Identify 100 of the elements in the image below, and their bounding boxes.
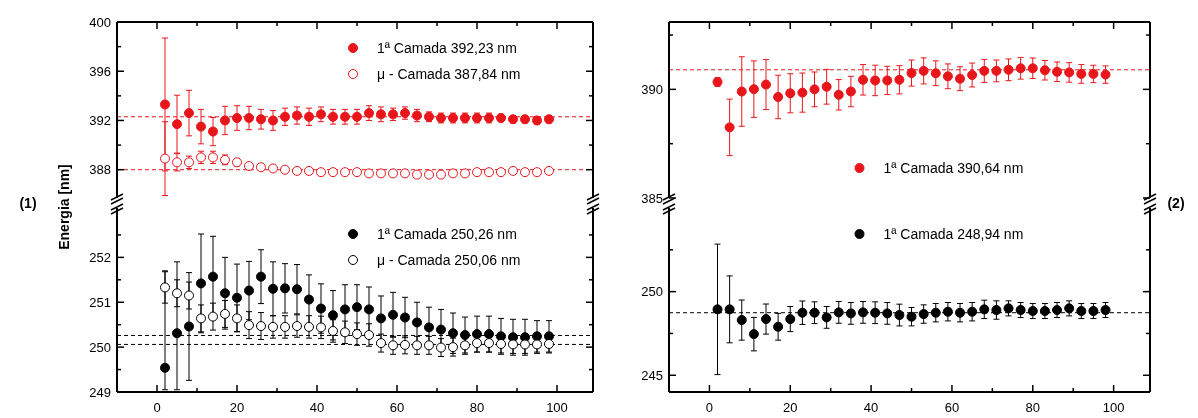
point	[292, 321, 302, 332]
point	[328, 325, 338, 336]
point	[160, 362, 170, 373]
point	[316, 167, 326, 178]
point	[1064, 67, 1075, 78]
point	[496, 167, 506, 178]
point	[400, 168, 410, 179]
point	[208, 311, 218, 322]
point	[858, 307, 869, 318]
point	[870, 75, 881, 86]
x-tick-label: 0	[153, 400, 161, 415]
point	[496, 338, 506, 349]
point	[160, 99, 170, 110]
point	[280, 111, 290, 122]
point	[484, 338, 494, 349]
point	[930, 68, 941, 79]
point	[256, 271, 266, 282]
point	[424, 340, 434, 351]
point	[364, 330, 374, 341]
point	[508, 165, 518, 176]
point	[797, 307, 808, 318]
point	[172, 328, 182, 339]
point	[400, 312, 410, 323]
point	[268, 115, 278, 126]
x-tick-label: 60	[389, 400, 405, 415]
point	[967, 306, 978, 317]
point	[376, 338, 386, 349]
point	[1100, 69, 1111, 80]
y-tick-label: 390	[641, 81, 663, 97]
point	[845, 308, 856, 319]
legend-label: μ - Camada 387,84 nm	[377, 65, 521, 82]
point	[436, 169, 446, 180]
point	[472, 167, 482, 178]
point	[882, 75, 893, 86]
point	[991, 305, 1002, 316]
y-tick-label: 388	[89, 162, 111, 178]
point	[268, 283, 278, 294]
point	[1039, 65, 1050, 76]
point	[724, 122, 735, 133]
y-tick-label: 245	[641, 367, 663, 383]
point	[1088, 68, 1099, 79]
text: (1)	[19, 195, 37, 211]
y-tick-label: 396	[89, 63, 111, 79]
y-tick-label: 252	[89, 249, 111, 265]
y-axis-title: Energia [nm]	[56, 164, 72, 250]
legend-label: μ - Camada 250,06 nm	[377, 251, 521, 268]
point	[340, 167, 350, 178]
point	[809, 307, 820, 318]
point	[436, 324, 446, 335]
y-tick-label: 392	[89, 113, 111, 129]
text: (2)	[1167, 195, 1185, 211]
point	[918, 309, 929, 320]
point	[208, 271, 218, 282]
point	[316, 109, 326, 120]
point	[160, 282, 170, 293]
point	[894, 74, 905, 85]
point	[244, 161, 254, 171]
point	[412, 317, 422, 328]
point	[520, 339, 530, 350]
point	[906, 311, 917, 322]
point	[388, 168, 398, 179]
x-tick-label: 20	[229, 400, 245, 415]
point	[304, 321, 314, 332]
y-tick-label: 400	[89, 14, 111, 30]
x-tick-label: 0	[705, 400, 714, 415]
point	[256, 162, 266, 173]
point	[172, 119, 182, 130]
point	[280, 321, 290, 332]
point	[412, 169, 422, 180]
point	[809, 84, 820, 95]
legend-label: 1ª Camada 390,64 nm	[883, 159, 1024, 176]
y-tick-label: 385	[641, 190, 663, 206]
point	[712, 304, 723, 315]
point	[797, 87, 808, 98]
point	[268, 321, 278, 332]
point	[244, 113, 254, 123]
point	[833, 89, 844, 100]
point	[532, 167, 542, 178]
point	[232, 313, 242, 324]
point	[172, 157, 182, 168]
point	[388, 309, 398, 320]
point	[472, 338, 482, 349]
point	[388, 340, 398, 351]
point	[882, 308, 893, 319]
point	[761, 79, 772, 90]
point	[328, 167, 338, 178]
point	[979, 65, 990, 76]
point	[736, 315, 747, 326]
legend-label: 1ª Camada 392,23 nm	[377, 39, 517, 56]
point	[412, 340, 422, 351]
point	[244, 285, 254, 296]
point	[991, 65, 1002, 76]
point	[160, 153, 170, 164]
point	[184, 321, 194, 332]
point	[340, 327, 350, 338]
point	[184, 108, 194, 119]
point	[724, 304, 735, 315]
point	[484, 167, 494, 178]
point	[967, 70, 978, 81]
point	[1015, 63, 1026, 74]
